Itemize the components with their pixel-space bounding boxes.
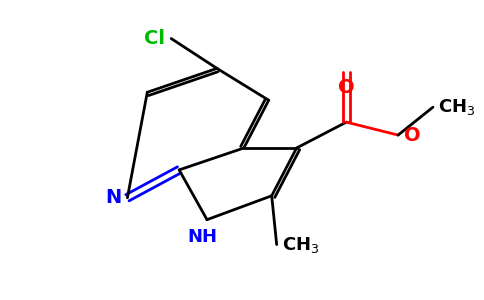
Text: CH$_3$: CH$_3$ bbox=[282, 235, 319, 254]
Text: O: O bbox=[404, 126, 421, 145]
Text: Cl: Cl bbox=[144, 29, 165, 48]
Text: NH: NH bbox=[187, 228, 217, 246]
Text: O: O bbox=[338, 78, 355, 97]
Text: N: N bbox=[105, 188, 121, 207]
Text: CH$_3$: CH$_3$ bbox=[438, 97, 475, 117]
